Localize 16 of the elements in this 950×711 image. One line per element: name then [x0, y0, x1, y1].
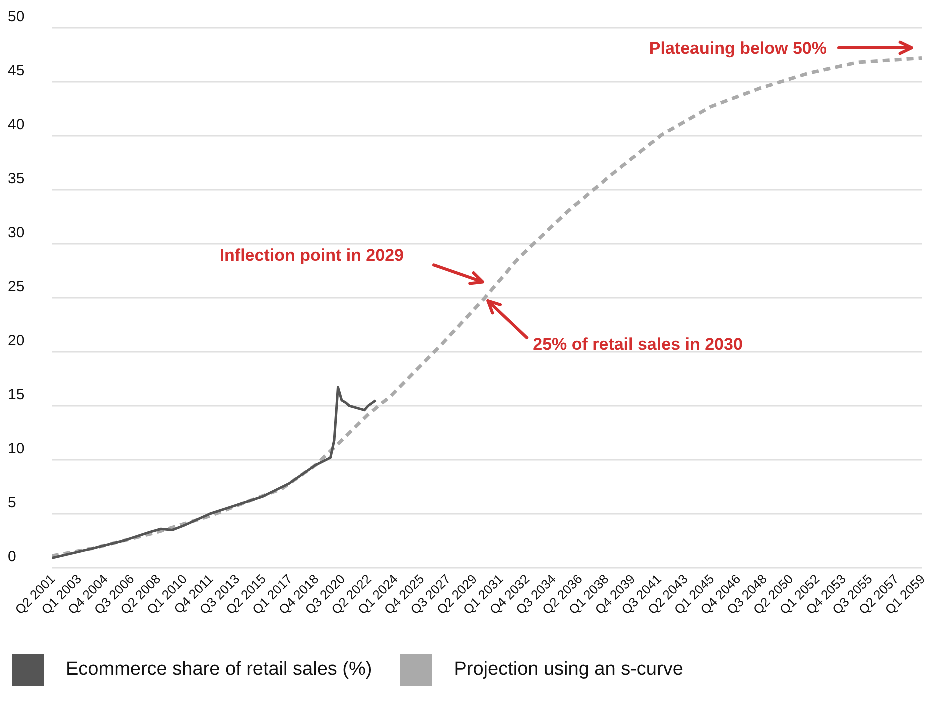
- y-tick-label: 15: [8, 386, 25, 404]
- annotation: 25% of retail sales in 2030: [533, 335, 743, 354]
- y-tick-label: 35: [8, 170, 25, 188]
- y-tick-label: 50: [8, 8, 25, 26]
- legend-label: Ecommerce share of retail sales (%): [66, 659, 372, 681]
- y-tick-label: 0: [8, 548, 16, 566]
- y-tick-label: 40: [8, 116, 25, 134]
- y-tick-label: 25: [8, 278, 25, 296]
- y-tick-label: 10: [8, 440, 25, 458]
- legend-label: Projection using an s-curve: [454, 659, 684, 681]
- annotation: Plateauing below 50%: [649, 39, 827, 58]
- y-tick-label: 5: [8, 494, 16, 512]
- annotation: Inflection point in 2029: [220, 246, 404, 266]
- y-tick-label: 30: [8, 224, 25, 242]
- y-tick-label: 45: [8, 62, 25, 80]
- y-tick-label: 20: [8, 332, 25, 350]
